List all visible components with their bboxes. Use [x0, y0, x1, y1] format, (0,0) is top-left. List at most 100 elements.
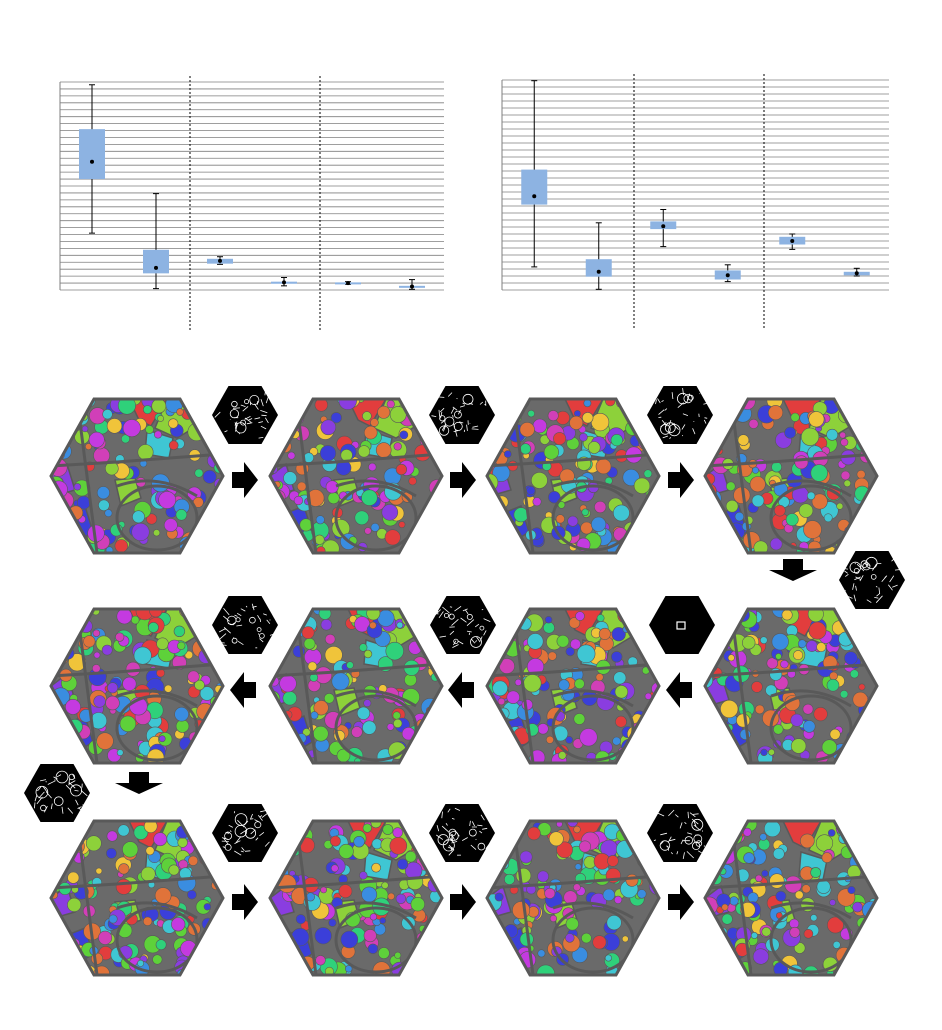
cell — [490, 858, 498, 866]
cell — [492, 419, 506, 433]
cell — [794, 890, 804, 900]
cell — [839, 609, 853, 617]
cell — [418, 943, 429, 955]
diff-cell — [865, 556, 878, 569]
cell — [606, 914, 622, 931]
cell — [772, 847, 785, 860]
cell — [370, 522, 380, 532]
cell — [92, 629, 101, 637]
cell — [143, 821, 158, 834]
cell — [51, 859, 58, 871]
cell — [301, 626, 315, 639]
cell — [558, 751, 567, 760]
cell — [362, 411, 372, 421]
cell — [761, 869, 769, 878]
cell — [629, 531, 642, 543]
cell — [105, 695, 120, 711]
diff-hexagon — [647, 804, 713, 862]
cell — [312, 725, 329, 742]
diff-hexagon — [212, 386, 278, 444]
cell — [399, 430, 409, 440]
cell — [827, 916, 844, 934]
cell — [274, 949, 283, 957]
cell — [494, 627, 512, 645]
cell — [315, 515, 325, 525]
cell — [556, 634, 570, 648]
diff-cell — [53, 796, 64, 806]
cell — [768, 405, 784, 421]
diff-lines — [431, 392, 487, 437]
cell — [426, 513, 436, 523]
cell — [83, 635, 96, 648]
cell — [555, 514, 565, 524]
cell — [330, 864, 339, 873]
diff-hexagon — [839, 551, 905, 609]
cell — [705, 961, 718, 975]
cell — [866, 434, 877, 448]
cell — [432, 511, 442, 528]
mean-marker — [532, 194, 537, 199]
diff-cell — [224, 843, 232, 851]
diff-cell — [468, 828, 477, 837]
cell — [713, 937, 721, 945]
cell — [751, 681, 763, 693]
cell — [51, 944, 63, 963]
diff-lines — [34, 773, 90, 814]
cell — [487, 964, 500, 975]
cell — [157, 415, 164, 422]
cell — [362, 823, 372, 833]
cell — [121, 434, 131, 444]
cell — [497, 697, 506, 706]
diff-cell — [35, 785, 49, 799]
cell — [115, 632, 125, 642]
cell — [435, 646, 442, 654]
cell — [51, 854, 61, 870]
cell — [205, 609, 214, 616]
diff-cell — [466, 613, 473, 620]
diff-cell — [444, 416, 455, 427]
cell — [759, 636, 768, 645]
cell — [556, 841, 573, 859]
cell — [303, 637, 316, 650]
cell — [503, 524, 514, 535]
cell — [377, 405, 391, 419]
cell — [408, 476, 417, 486]
cell — [653, 439, 659, 447]
cell — [212, 720, 221, 729]
cell — [639, 724, 659, 744]
cell — [727, 654, 735, 662]
diff-cell — [240, 419, 247, 426]
cell — [652, 930, 659, 940]
diff-cell — [664, 422, 676, 434]
cell — [346, 661, 354, 669]
cell — [581, 412, 594, 424]
cell — [363, 425, 378, 440]
cell — [155, 939, 167, 951]
cell — [790, 412, 800, 422]
cell — [494, 624, 507, 637]
cell — [844, 651, 858, 665]
cell — [487, 521, 492, 529]
cell — [174, 706, 189, 722]
cell — [153, 832, 168, 847]
treemap-hexagon — [49, 819, 225, 977]
cell — [748, 418, 759, 429]
cell — [810, 867, 822, 878]
cell — [131, 522, 150, 542]
cell — [519, 443, 532, 455]
cell — [203, 903, 212, 911]
cell — [823, 513, 833, 523]
cell — [749, 476, 766, 493]
cell — [590, 516, 607, 532]
cell — [154, 430, 163, 439]
mean-marker — [790, 239, 795, 243]
diff-cell — [244, 827, 256, 839]
cell — [56, 522, 71, 537]
cell — [51, 529, 61, 539]
cell — [720, 699, 739, 719]
cell — [85, 443, 93, 451]
cell — [569, 415, 584, 430]
diff-cell — [229, 409, 239, 419]
cell — [57, 616, 75, 634]
cell — [51, 542, 63, 553]
